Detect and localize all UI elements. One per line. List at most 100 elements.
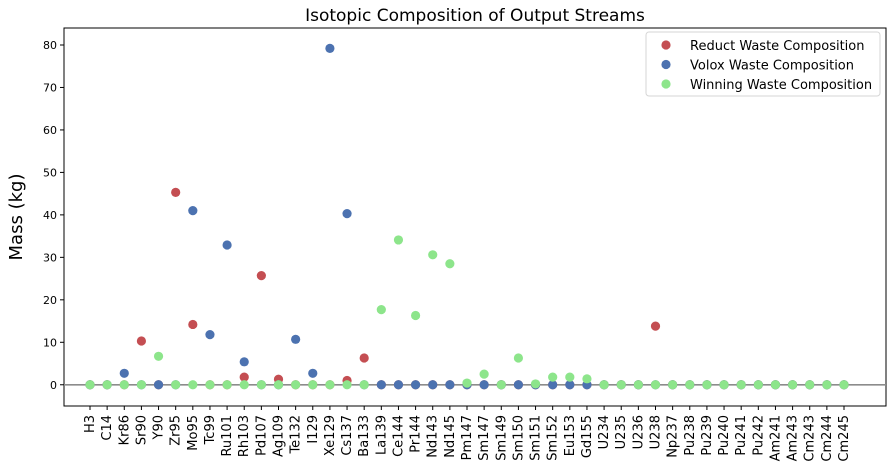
y-tick-label: 50 xyxy=(43,166,57,179)
data-point xyxy=(239,357,249,367)
data-point xyxy=(496,380,506,390)
x-tick-label: U236 xyxy=(631,415,646,449)
data-point xyxy=(548,372,558,382)
data-point xyxy=(736,380,746,390)
data-point xyxy=(479,369,489,379)
data-point xyxy=(479,380,489,390)
data-point xyxy=(770,380,781,390)
x-tick-label: Kr86 xyxy=(117,415,132,445)
data-point xyxy=(291,380,301,390)
y-tick-label: 20 xyxy=(43,294,57,307)
data-point xyxy=(222,380,232,390)
series-3 xyxy=(85,235,849,390)
x-tick-label: U235 xyxy=(614,415,629,449)
plot-area xyxy=(63,27,887,407)
data-point xyxy=(599,380,609,390)
y-tick-label: 10 xyxy=(43,336,57,349)
data-point xyxy=(171,380,181,390)
data-point xyxy=(530,379,541,389)
data-point xyxy=(513,380,524,390)
data-point xyxy=(650,321,661,331)
data-point xyxy=(565,372,575,382)
x-tick-label: U238 xyxy=(649,415,664,449)
data-point xyxy=(188,380,198,390)
chart-title: Isotopic Composition of Output Streams xyxy=(305,6,645,26)
x-tick-label: Cs137 xyxy=(340,415,355,456)
data-point xyxy=(428,250,438,260)
x-tick-label: Sm149 xyxy=(494,415,509,461)
x-tick-label: Nd145 xyxy=(443,415,458,458)
x-tick-label: Rh103 xyxy=(237,415,252,457)
x-tick-label: Xe129 xyxy=(323,415,338,456)
data-point xyxy=(410,310,421,321)
data-point xyxy=(205,380,215,390)
x-tick-label: I129 xyxy=(306,415,321,444)
x-tick-label: Eu153 xyxy=(563,415,578,456)
x-tick-label: Pu239 xyxy=(700,415,715,456)
x-tick-label: Pu241 xyxy=(734,415,749,456)
data-point xyxy=(359,380,369,390)
data-point xyxy=(393,235,404,245)
legend-marker xyxy=(661,40,671,50)
x-tick-label: Cm244 xyxy=(820,415,835,462)
data-point xyxy=(376,304,386,315)
x-tick-label: Am241 xyxy=(768,415,783,461)
data-point xyxy=(342,209,352,219)
axes-frame xyxy=(63,27,887,407)
x-tick-label: Sm152 xyxy=(546,415,561,461)
data-point xyxy=(205,330,215,340)
data-point xyxy=(565,380,575,390)
data-point xyxy=(102,380,112,390)
data-point xyxy=(376,380,386,390)
x-tick-label: Pu240 xyxy=(717,415,732,456)
x-tick-label: Ce144 xyxy=(391,415,406,457)
data-point xyxy=(445,259,455,269)
data-point xyxy=(428,380,438,390)
data-point xyxy=(633,380,643,390)
data-point xyxy=(239,372,249,382)
data-point xyxy=(256,380,266,390)
data-point xyxy=(513,353,524,363)
legend-label: Winning Waste Composition xyxy=(690,78,872,93)
data-point xyxy=(839,380,849,390)
data-point xyxy=(222,240,232,250)
legend: Reduct Waste Composition Volox Waste Comp… xyxy=(645,31,881,97)
data-point xyxy=(153,351,164,361)
data-point xyxy=(325,43,335,53)
data-point xyxy=(291,334,301,344)
data-point xyxy=(616,380,626,390)
data-point xyxy=(650,380,661,390)
x-tick-label: Tc99 xyxy=(203,415,218,445)
x-tick-label: La139 xyxy=(374,415,389,455)
data-point xyxy=(119,368,129,378)
y-tick-label: 70 xyxy=(43,81,57,94)
data-point xyxy=(410,380,421,390)
legend-marker xyxy=(661,59,671,70)
data-point xyxy=(171,187,181,197)
data-point xyxy=(256,271,266,281)
data-point xyxy=(342,380,352,390)
x-tick-label: Mo95 xyxy=(186,415,201,451)
data-point xyxy=(719,380,729,390)
data-point xyxy=(582,374,592,384)
x-tick-label: Pr144 xyxy=(409,415,424,453)
data-point xyxy=(308,380,318,390)
x-tick-label: Cm245 xyxy=(837,415,852,462)
legend-label: Volox Waste Composition xyxy=(690,59,854,74)
legend-label: Reduct Waste Composition xyxy=(690,39,865,54)
legend-box xyxy=(645,31,881,97)
data-point xyxy=(85,380,95,390)
x-tick-label: C14 xyxy=(100,415,115,441)
y-axis-ticks: 0 10 20 30 40 50 60 70 80 xyxy=(43,39,64,392)
data-point xyxy=(445,380,455,390)
x-tick-label: Gd155 xyxy=(580,415,595,458)
x-axis-ticks: H3 C14 Kr86 Sr90 Y90 Zr95 Mo95 Tc99 Ru101 Rh103 Pd… xyxy=(83,406,852,462)
data-point xyxy=(188,206,198,216)
data-point xyxy=(359,353,369,363)
x-tick-label: H3 xyxy=(83,415,98,433)
x-tick-label: Pu238 xyxy=(683,415,698,456)
data-point xyxy=(668,380,678,390)
x-tick-label: Sm147 xyxy=(477,415,492,461)
x-tick-label: Pm147 xyxy=(460,415,475,460)
data-point xyxy=(822,380,832,390)
